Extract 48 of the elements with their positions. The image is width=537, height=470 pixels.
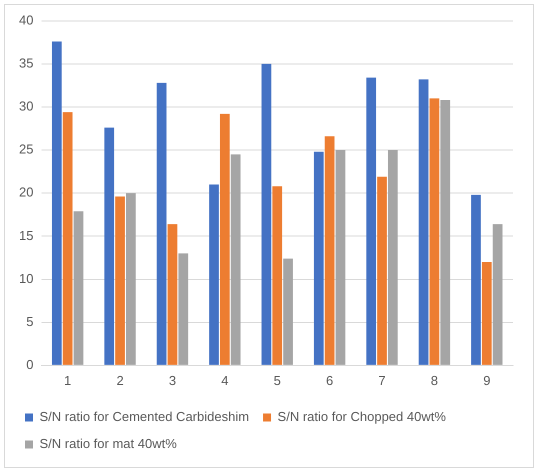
bar — [482, 262, 492, 365]
bar — [74, 211, 84, 365]
bar — [440, 100, 450, 365]
bar — [156, 82, 166, 365]
bar — [336, 150, 346, 365]
y-tick-label: 20 — [18, 184, 34, 200]
x-tick-label: 4 — [221, 372, 228, 388]
y-tick-label: 35 — [18, 55, 34, 70]
bar — [168, 224, 178, 365]
bar — [418, 79, 428, 365]
legend-label: S/N ratio for Chopped 40wt% — [278, 409, 446, 424]
bar — [220, 114, 230, 365]
bar — [430, 98, 440, 365]
bar — [230, 154, 241, 365]
bar — [126, 193, 136, 365]
bar — [62, 112, 73, 365]
bar — [272, 186, 282, 365]
bar — [283, 258, 293, 365]
legend-label: S/N ratio for mat 40wt% — [40, 436, 178, 452]
x-tick-label: 7 — [378, 372, 386, 388]
bar — [377, 176, 387, 365]
bar — [115, 196, 125, 365]
x-tick-label: 1 — [64, 372, 72, 388]
bar — [104, 128, 114, 365]
y-tick-label: 10 — [18, 270, 34, 286]
bar — [471, 194, 481, 365]
bar — [324, 136, 334, 365]
y-tick-label: 30 — [18, 98, 34, 114]
bar — [262, 64, 272, 365]
x-tick-label: 8 — [430, 372, 438, 388]
bar — [178, 253, 188, 365]
x-tick-label: 5 — [274, 372, 281, 388]
y-tick-label: 40 — [18, 12, 34, 28]
x-tick-label: 2 — [116, 372, 124, 388]
y-tick-label: 25 — [18, 142, 34, 157]
x-tick-label: 3 — [168, 372, 176, 388]
bar — [52, 41, 62, 365]
x-tick-label: 6 — [326, 372, 334, 388]
bar — [314, 152, 324, 365]
y-tick-label: 0 — [26, 356, 34, 372]
bar — [209, 184, 219, 365]
legend-label: S/N ratio for Cemented Carbideshim — [40, 409, 250, 424]
x-tick-label: 9 — [483, 372, 490, 388]
y-tick-label: 15 — [18, 228, 34, 243]
bar — [366, 78, 376, 365]
bar — [388, 150, 398, 365]
bar — [492, 224, 503, 365]
y-tick-label: 5 — [26, 314, 34, 329]
